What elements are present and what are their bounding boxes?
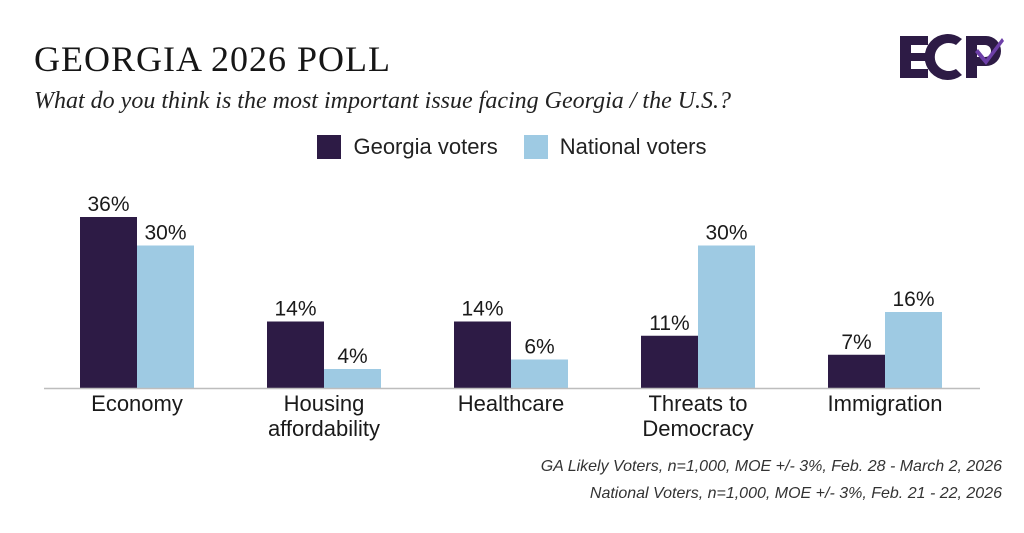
bar-georgia <box>641 335 698 388</box>
data-label: 14% <box>274 298 316 321</box>
category-label: Housing <box>284 391 365 416</box>
footnote-ga: GA Likely Voters, n=1,000, MOE +/- 3%, F… <box>540 458 1002 475</box>
data-label: 30% <box>144 222 186 245</box>
bar-national <box>137 245 194 388</box>
category-label: Immigration <box>828 391 943 416</box>
legend-item-national: National voters <box>523 134 707 160</box>
bar-georgia <box>454 321 511 388</box>
ecp-logo-mark <box>900 34 1004 80</box>
bar-national <box>698 245 755 388</box>
bar-georgia <box>80 217 137 388</box>
category-label: Democracy <box>642 416 753 441</box>
chart-title: GEORGIA 2026 POLL <box>34 39 391 79</box>
legend-label-national: National voters <box>559 134 707 159</box>
bar-national <box>324 369 381 388</box>
category-label: Threats to <box>648 391 747 416</box>
footnote-national: National Voters, n=1,000, MOE +/- 3%, Fe… <box>589 485 1002 502</box>
data-label: 7% <box>841 331 871 354</box>
data-label: 4% <box>337 345 367 368</box>
category-label: affordability <box>268 416 380 441</box>
chart-legend: Georgia voters National voters <box>0 132 1024 162</box>
data-label: 16% <box>892 288 934 311</box>
data-label: 30% <box>705 222 747 245</box>
category-label: Healthcare <box>458 391 564 416</box>
bar-national <box>511 359 568 388</box>
legend-label-georgia: Georgia voters <box>353 134 498 159</box>
legend-swatch-georgia <box>317 135 342 159</box>
bar-national <box>885 312 942 388</box>
chart-subtitle: What do you think is the most important … <box>34 88 732 114</box>
bar-georgia <box>828 354 885 388</box>
legend-swatch-national <box>523 135 548 159</box>
data-label: 14% <box>461 298 503 321</box>
legend-item-georgia: Georgia voters <box>317 134 498 160</box>
data-label: 36% <box>87 193 129 216</box>
category-label: Economy <box>91 391 183 416</box>
ecp-logo <box>900 34 1004 80</box>
data-label: 6% <box>524 336 554 359</box>
data-label: 11% <box>649 312 689 335</box>
bar-georgia <box>267 321 324 388</box>
